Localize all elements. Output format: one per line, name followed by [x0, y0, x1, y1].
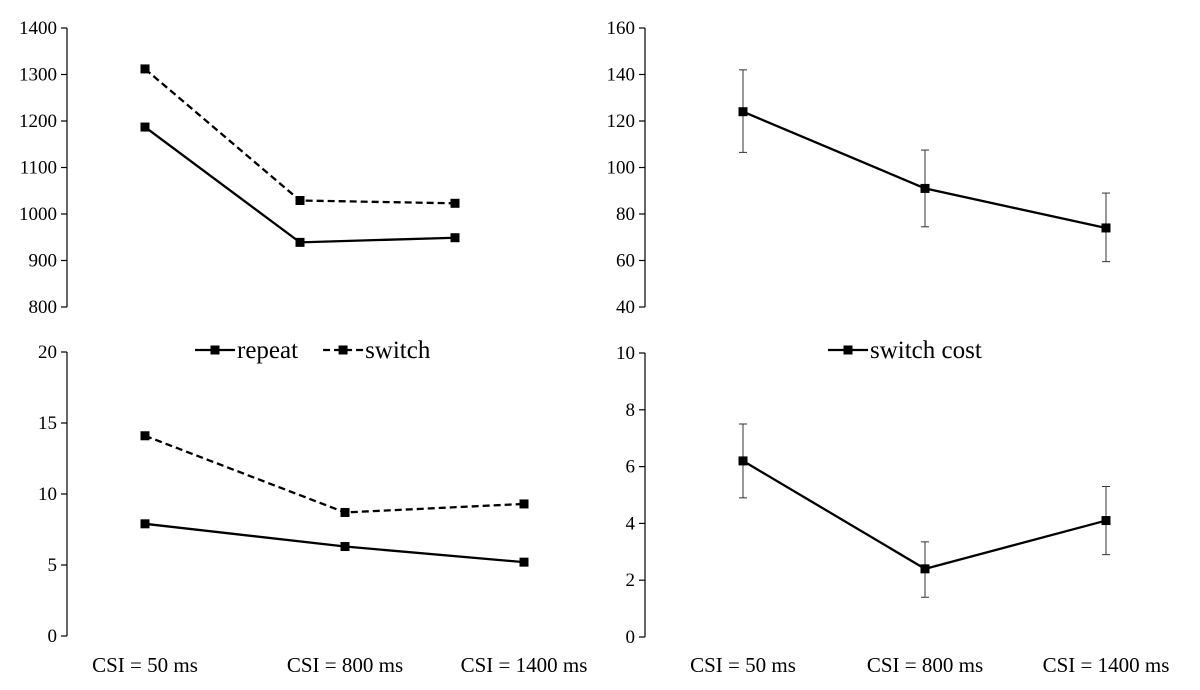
y-tick-label: 160 [607, 18, 636, 39]
data-point-marker [295, 196, 305, 206]
data-point-marker [140, 64, 150, 74]
legend-marker [338, 345, 348, 355]
data-point-marker [519, 557, 529, 567]
legend: switch cost [828, 337, 982, 364]
series-line-repeat [144, 522, 525, 564]
y-tick-label: 2 [626, 570, 636, 591]
x-category-label: CSI = 800 ms [287, 653, 403, 677]
y-tick-label: 1000 [19, 204, 57, 225]
y-tick-label: 80 [616, 204, 635, 225]
y-tick-label: 1300 [19, 65, 57, 86]
panel-top-right: 40 60 80 100 120 140 160 [607, 18, 1111, 318]
panel-bottom-right: 0 2 4 6 8 10 CSI = 50 ms CSI = 800 ms CSI = 1400… [616, 337, 1169, 677]
data-point-marker [738, 456, 748, 466]
y-tick-label: 900 [29, 251, 58, 272]
y-tick-label: 10 [38, 484, 57, 505]
y-tick-label: 140 [607, 65, 636, 86]
data-point-marker [920, 564, 930, 574]
x-category-label: CSI = 1400 ms [461, 653, 588, 677]
data-point-marker [920, 183, 930, 193]
series-line-switch [144, 68, 456, 205]
y-tick-label: 5 [48, 555, 58, 576]
data-point-marker [1101, 223, 1111, 233]
y-tick-label: 800 [29, 297, 58, 318]
legend-marker [210, 345, 220, 355]
y-tick-label: 1100 [20, 158, 57, 179]
y-tick-label: 8 [626, 400, 636, 421]
y-tick-label: 120 [607, 111, 636, 132]
legend-marker [843, 345, 853, 355]
data-point-marker [450, 198, 460, 208]
x-category-label: CSI = 50 ms [92, 653, 198, 677]
y-tick-label: 1200 [19, 111, 57, 132]
panel-bottom-left: 0 5 10 15 20 CSI = 50 ms CSI = 800 ms CSI = 140… [38, 337, 587, 677]
y-tick-label: 6 [626, 457, 636, 478]
legend: repeat switch [195, 337, 431, 364]
data-point-marker [738, 107, 748, 117]
y-tick-label: 10 [616, 343, 635, 364]
data-point-marker [340, 507, 350, 517]
y-tick-label: 20 [38, 342, 57, 363]
data-point-marker [140, 431, 150, 441]
data-point-marker [519, 499, 529, 509]
series-line-switch [144, 434, 525, 514]
data-point-marker [450, 233, 460, 243]
y-tick-label: 60 [616, 251, 635, 272]
y-tick-label: 0 [48, 626, 58, 647]
legend-label: switch [365, 337, 431, 364]
y-tick-label: 4 [626, 513, 636, 534]
series-line-repeat [144, 126, 456, 244]
data-point-marker [295, 237, 305, 247]
data-point-marker [140, 122, 150, 132]
x-category-label: CSI = 800 ms [867, 653, 983, 677]
data-point-marker [140, 519, 150, 529]
panel-top-left: 800 900 1000 1100 1200 1300 1400 [19, 18, 460, 318]
legend-label: switch cost [870, 337, 982, 364]
y-tick-label: 15 [38, 413, 57, 434]
y-tick-label: 1400 [19, 18, 57, 39]
x-category-label: CSI = 1400 ms [1043, 653, 1170, 677]
y-tick-label: 0 [626, 627, 636, 648]
y-tick-label: 40 [616, 297, 635, 318]
data-point-marker [1101, 516, 1111, 526]
legend-label: repeat [237, 337, 298, 364]
x-category-label: CSI = 50 ms [690, 653, 796, 677]
data-point-marker [340, 542, 350, 552]
y-tick-label: 100 [607, 158, 636, 179]
